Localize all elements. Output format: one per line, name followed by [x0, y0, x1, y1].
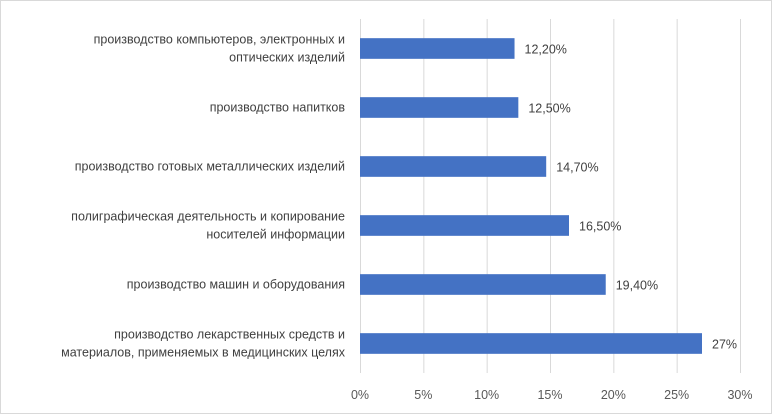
x-tick-label-4: 20%	[601, 388, 626, 402]
bar-3	[360, 215, 569, 236]
data-label-4: 19,40%	[616, 279, 658, 293]
bar-4	[360, 274, 606, 295]
x-tick-label-1: 5%	[414, 388, 432, 402]
x-tick-label-2: 10%	[474, 388, 499, 402]
data-label-3: 16,50%	[579, 220, 621, 234]
x-tick-label-5: 25%	[664, 388, 689, 402]
data-label-1: 12,50%	[528, 102, 570, 116]
x-tick-label-3: 15%	[537, 388, 562, 402]
x-axis-tick-labels: 0% 5% 10% 15% 20% 25% 30%	[351, 388, 753, 402]
bar-1	[360, 97, 519, 118]
bar-2	[360, 156, 547, 177]
gridlines	[360, 19, 741, 373]
data-label-2: 14,70%	[556, 161, 598, 175]
data-labels: 12,20% 12,50% 14,70% 16,50% 19,40% 27%	[525, 43, 737, 352]
x-tick-label-0: 0%	[351, 388, 369, 402]
bar-5	[360, 333, 702, 354]
category-label-1: производство напитков	[210, 101, 346, 115]
data-label-5: 27%	[712, 338, 737, 352]
category-label-2: производство готовых металлических издел…	[75, 160, 345, 174]
category-label-3: полиграфическая деятельность и копирован…	[71, 210, 345, 242]
category-label-4: производство машин и оборудования	[127, 278, 345, 292]
bars	[360, 38, 702, 354]
x-tick-label-6: 30%	[727, 388, 752, 402]
data-label-0: 12,20%	[525, 43, 567, 57]
bar-0	[360, 38, 515, 59]
category-label-5: производство лекарственных средств и мате…	[61, 328, 346, 360]
